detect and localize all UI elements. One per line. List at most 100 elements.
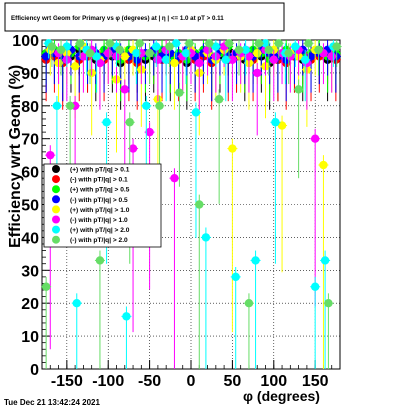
data-point [102, 118, 111, 127]
data-point [310, 282, 320, 291]
y-tick-label: 0 [30, 362, 39, 379]
data-point [195, 58, 204, 68]
data-point [46, 150, 55, 160]
chart-title: Efficiency wrt Geom for Primary vs φ (de… [11, 15, 224, 22]
data-point [284, 48, 293, 58]
timestamp: Tue Dec 21 13:42:24 2021 [4, 398, 100, 407]
data-point [105, 39, 115, 48]
data-point [253, 48, 262, 58]
legend-label: (+) with pT/|q| > 0.5 [70, 187, 130, 194]
data-point [181, 48, 191, 58]
legend-label: (+) with pT/|q| > 0.1 [70, 167, 130, 174]
y-tick-label: 20 [21, 296, 39, 313]
data-point [85, 48, 95, 58]
data-point [152, 42, 161, 51]
y-tick-label: 100 [12, 33, 39, 50]
data-point [95, 256, 105, 265]
data-point [155, 101, 164, 111]
data-point [269, 55, 278, 64]
data-point [104, 48, 113, 58]
data-point [120, 52, 129, 61]
y-tick-label: 70 [21, 132, 39, 149]
legend-label: (+) with pT/|q| > 1.0 [70, 207, 130, 214]
data-point [128, 144, 138, 153]
data-point [214, 95, 224, 104]
data-point [294, 85, 303, 94]
data-point [277, 121, 287, 130]
data-point [332, 42, 341, 51]
data-point [92, 52, 101, 61]
axis-ticks: 0 10 20 30 40 50 60 70 80 90 100 -150 -100 -50 0 50 100 1… [12, 33, 333, 390]
x-tick-label: 0 [187, 373, 196, 390]
legend-marker [52, 185, 60, 194]
y-tick-label: 60 [21, 165, 39, 182]
x-tick-label: -150 [51, 373, 83, 390]
data-point [72, 299, 81, 308]
legend-label: (-) with pT/|q| > 2.0 [70, 237, 128, 244]
data-point [201, 233, 211, 242]
legend-box [43, 163, 162, 248]
data-point [142, 101, 151, 111]
data-point [153, 55, 163, 64]
data-marks [41, 39, 342, 369]
data-point [254, 39, 264, 48]
data-point [314, 45, 323, 55]
data-point [122, 312, 131, 321]
data-point [70, 62, 80, 71]
data-point [120, 85, 129, 94]
legend-label: (-) with pT/|q| > 0.1 [70, 177, 128, 184]
data-point [195, 200, 204, 209]
legend: (+) with pT/|q| > 0.1 (-) with pT/|q| > 0… [43, 163, 162, 248]
data-point [145, 127, 154, 137]
data-point [228, 144, 237, 153]
data-point [251, 256, 260, 265]
data-point [211, 42, 221, 51]
data-point [65, 101, 75, 111]
data-point [115, 45, 125, 55]
data-point [125, 118, 134, 127]
legend-marker [52, 215, 60, 224]
data-point [185, 39, 194, 48]
data-point [47, 42, 57, 51]
data-point [253, 68, 262, 78]
data-point [241, 45, 250, 55]
data-point [165, 42, 174, 51]
data-point [244, 299, 254, 308]
data-point [327, 52, 336, 61]
y-axis-label: Efficiency wrt Geom (%) [7, 65, 24, 248]
data-point [274, 39, 283, 48]
y-tick-label: 10 [21, 329, 39, 346]
data-point [52, 101, 62, 111]
data-point [324, 299, 333, 308]
data-point [175, 88, 184, 97]
data-point [221, 55, 230, 64]
legend-marker [52, 205, 60, 214]
data-point [95, 58, 105, 68]
data-point [310, 134, 320, 143]
data-point [304, 39, 313, 48]
data-point [56, 45, 66, 55]
y-tick-label: 90 [21, 66, 39, 83]
data-point [170, 58, 179, 68]
data-point [41, 282, 51, 291]
data-point [171, 39, 181, 48]
data-point [191, 108, 201, 117]
x-tick-label: -100 [92, 373, 124, 390]
y-tick-label: 80 [21, 99, 39, 116]
legend-label: (-) with pT/|q| > 0.5 [70, 197, 128, 204]
data-point [75, 39, 85, 48]
title-box [4, 2, 285, 32]
data-point [231, 272, 240, 282]
data-point [319, 160, 328, 170]
y-tick-label: 50 [21, 198, 39, 215]
data-point [320, 256, 330, 265]
data-point [145, 48, 154, 58]
data-point [244, 52, 254, 61]
data-point [132, 48, 141, 58]
legend-marker [52, 235, 60, 244]
x-tick-label: 150 [302, 373, 329, 390]
y-tick-label: 40 [21, 230, 39, 247]
data-point [79, 52, 88, 61]
data-point [271, 118, 280, 127]
